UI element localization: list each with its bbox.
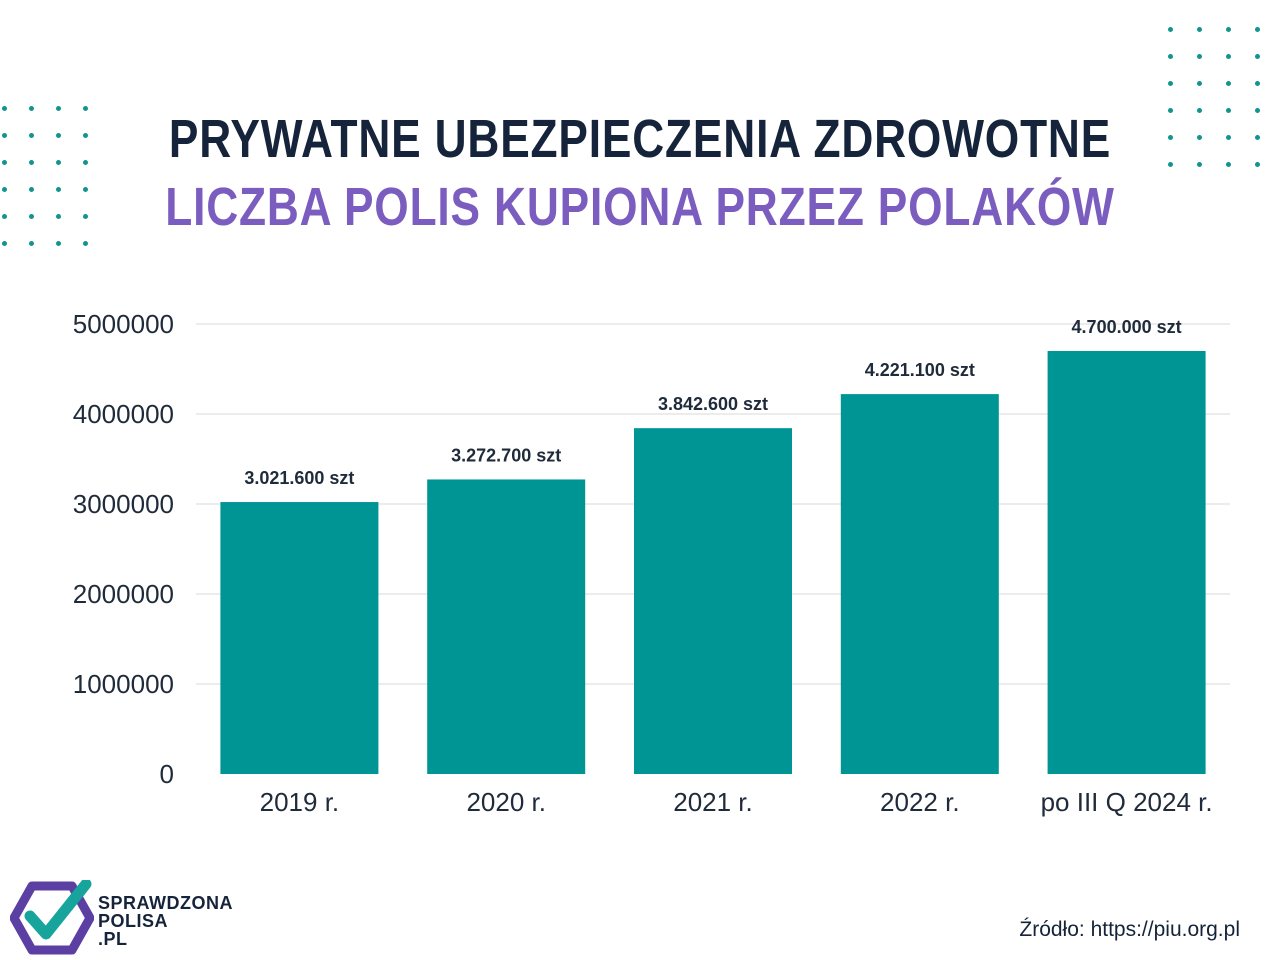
data-label: 3.842.600 szt xyxy=(658,394,768,414)
bar xyxy=(220,502,379,774)
decorative-dot xyxy=(1226,81,1231,86)
decorative-dot xyxy=(56,214,61,219)
x-tick-label: 2020 r. xyxy=(466,787,546,817)
data-label: 4.700.000 szt xyxy=(1072,317,1182,337)
data-label: 3.272.700 szt xyxy=(451,445,561,465)
logo-line-1: SPRAWDZONA xyxy=(98,893,233,913)
decorative-dot xyxy=(1168,27,1173,32)
bar-chart: 0 1000000 2000000 3000000 4000000 5000000 3.02… xyxy=(73,309,1230,817)
decorative-dot xyxy=(1226,135,1231,140)
decorative-dot xyxy=(83,106,88,111)
bar xyxy=(1047,351,1206,774)
x-tick-label: 2019 r. xyxy=(260,787,340,817)
chart-subtitle: LICZBA POLIS KUPIONA PRZEZ POLAKÓW xyxy=(165,177,1115,237)
decorative-dot xyxy=(1226,27,1231,32)
decorative-dot xyxy=(1197,162,1202,167)
decorative-dot xyxy=(1226,162,1231,167)
decorative-dot xyxy=(2,187,7,192)
decorative-dot xyxy=(1226,108,1231,113)
decorative-dot xyxy=(1168,108,1173,113)
logo-line-3: .PL xyxy=(98,929,128,949)
decorative-dot xyxy=(29,106,34,111)
decorative-dot xyxy=(1197,135,1202,140)
decorative-dot xyxy=(56,187,61,192)
decorative-dot xyxy=(56,160,61,165)
x-tick-label: 2022 r. xyxy=(880,787,960,817)
decorative-dot xyxy=(1168,135,1173,140)
decorative-dot xyxy=(1197,27,1202,32)
decorative-dot xyxy=(56,241,61,246)
decorative-dot xyxy=(2,106,7,111)
decorative-dot xyxy=(2,214,7,219)
logo-line-2: POLISA xyxy=(98,911,169,931)
decorative-dot xyxy=(29,214,34,219)
data-label: 4.221.100 szt xyxy=(865,360,975,380)
decorative-dot xyxy=(2,160,7,165)
decorative-dot xyxy=(83,160,88,165)
x-tick-label: 2021 r. xyxy=(673,787,753,817)
source-note: Źródło: https://piu.org.pl xyxy=(1019,918,1240,941)
y-tick-label: 0 xyxy=(160,759,174,789)
decorative-dot xyxy=(1197,81,1202,86)
decorative-dot xyxy=(1255,54,1260,59)
decorative-dot xyxy=(83,133,88,138)
decorative-dot xyxy=(56,106,61,111)
data-label: 3.021.600 szt xyxy=(244,468,354,488)
bar xyxy=(634,428,792,774)
decorative-dot xyxy=(2,133,7,138)
decorative-dot xyxy=(1168,81,1173,86)
y-tick-label: 3000000 xyxy=(73,489,174,519)
decorative-dot xyxy=(1255,135,1260,140)
decorative-dot xyxy=(1255,162,1260,167)
decorative-dot xyxy=(29,160,34,165)
y-tick-label: 5000000 xyxy=(73,309,174,339)
decorative-dot xyxy=(1255,81,1260,86)
decorative-dot xyxy=(1197,54,1202,59)
decorative-dot xyxy=(1197,108,1202,113)
bar xyxy=(427,479,586,774)
x-tick-label: po III Q 2024 r. xyxy=(1041,787,1213,817)
bar xyxy=(840,394,999,774)
decorative-dot xyxy=(1168,54,1173,59)
decorative-dot xyxy=(1168,162,1173,167)
decorative-dot xyxy=(29,241,34,246)
decorative-dot xyxy=(56,133,61,138)
sprawdzona-polisa-logo-icon xyxy=(10,880,94,955)
decorative-dot xyxy=(1255,27,1260,32)
logo-wordmark: SPRAWDZONA POLISA .PL xyxy=(98,894,233,948)
decorative-dot xyxy=(83,241,88,246)
y-tick-label: 4000000 xyxy=(73,399,174,429)
y-tick-label: 1000000 xyxy=(73,669,174,699)
decorative-dot xyxy=(83,214,88,219)
decorative-dot xyxy=(29,133,34,138)
y-tick-label: 2000000 xyxy=(73,579,174,609)
decorative-dot xyxy=(83,187,88,192)
chart-title: PRYWATNE UBEZPIECZENIA ZDROWOTNE xyxy=(168,109,1112,169)
decorative-dot xyxy=(29,187,34,192)
decorative-dot xyxy=(2,241,7,246)
decorative-dot xyxy=(1226,54,1231,59)
decorative-dot xyxy=(1255,108,1260,113)
